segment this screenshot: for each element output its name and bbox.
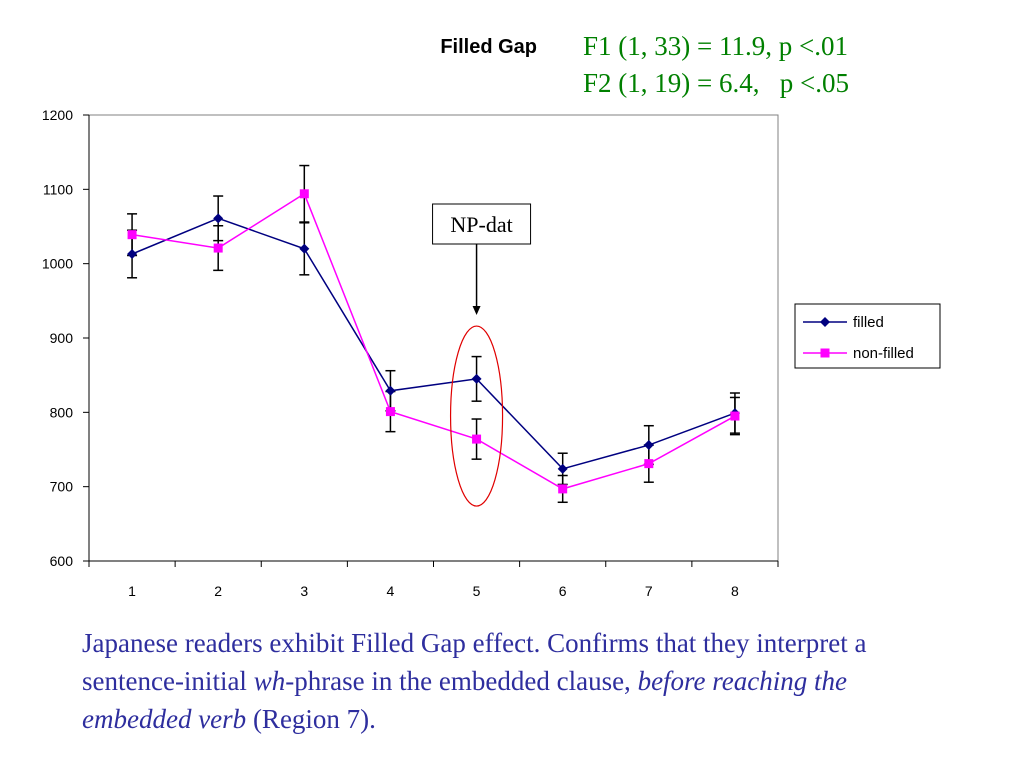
series-line-non-filled	[131, 192, 736, 490]
y-tick-label: 1100	[43, 181, 73, 197]
x-tick-label: 8	[731, 583, 739, 599]
data-point-non-filled	[299, 189, 309, 199]
stats-line-2: F2 (1, 19) = 6.4, p <.05	[583, 68, 849, 98]
x-tick-label: 5	[473, 583, 481, 599]
caption: Japanese readers exhibit Filled Gap effe…	[82, 624, 962, 738]
annotation-label: NP-dat	[450, 212, 512, 237]
series-group	[127, 189, 740, 494]
data-point-filled	[385, 385, 396, 396]
data-point-non-filled	[558, 484, 568, 494]
legend-label-filled: filled	[853, 314, 884, 331]
stats-text: F1 (1, 33) = 11.9, p <.01 F2 (1, 19) = 6.…	[583, 28, 849, 102]
axes: 600 700 800 900 1000 1100 1200 1 2 3 4 5 6 7 8	[42, 107, 779, 599]
y-tick-label: 1000	[42, 256, 73, 272]
data-point-non-filled	[213, 243, 223, 253]
x-tick-label: 7	[645, 583, 653, 599]
annotation-arrow-head	[472, 306, 481, 315]
data-point-filled	[557, 463, 568, 474]
series-line-filled	[131, 217, 736, 470]
x-tick-label: 6	[559, 583, 567, 599]
data-point-filled	[471, 373, 482, 384]
data-point-non-filled	[644, 459, 654, 469]
caption-part-1: Japanese readers exhibit Filled Gap effe…	[82, 628, 867, 696]
plot-area	[88, 114, 779, 562]
legend-label-non-filled: non-filled	[853, 345, 914, 362]
legend-marker-filled	[820, 317, 830, 327]
data-point-non-filled	[385, 407, 395, 417]
y-tick-label: 600	[50, 553, 74, 569]
caption-part-2: -phrase in the embedded clause,	[285, 666, 638, 696]
x-tick-label: 1	[128, 583, 136, 599]
data-point-filled	[643, 440, 654, 451]
data-point-non-filled	[127, 230, 137, 240]
data-point-non-filled	[730, 411, 740, 421]
x-tick-label: 3	[300, 583, 308, 599]
x-tick-label: 2	[214, 583, 222, 599]
annotation-ellipse	[449, 325, 504, 507]
y-tick-label: 900	[50, 330, 74, 346]
y-tick-label: 1200	[42, 107, 73, 123]
chart-title: Filled Gap	[440, 36, 537, 58]
legend-box	[794, 303, 941, 369]
caption-part-3: (Region 7).	[246, 704, 376, 734]
data-point-non-filled	[472, 434, 482, 444]
annotation-box	[432, 203, 532, 245]
data-point-filled	[213, 213, 224, 224]
data-point-filled	[127, 249, 138, 260]
legend: filled non-filled	[794, 303, 941, 369]
caption-italic: before reaching the embedded verb	[82, 666, 847, 734]
caption-wh: wh	[253, 666, 286, 696]
x-tick-label: 4	[387, 583, 395, 599]
annotation: NP-dat	[432, 203, 532, 507]
legend-marker-non-filled	[820, 348, 830, 358]
data-point-filled	[299, 243, 310, 254]
y-tick-label: 700	[50, 479, 74, 495]
stats-line-1: F1 (1, 33) = 11.9, p <.01	[583, 31, 848, 61]
y-tick-label: 800	[50, 404, 74, 420]
